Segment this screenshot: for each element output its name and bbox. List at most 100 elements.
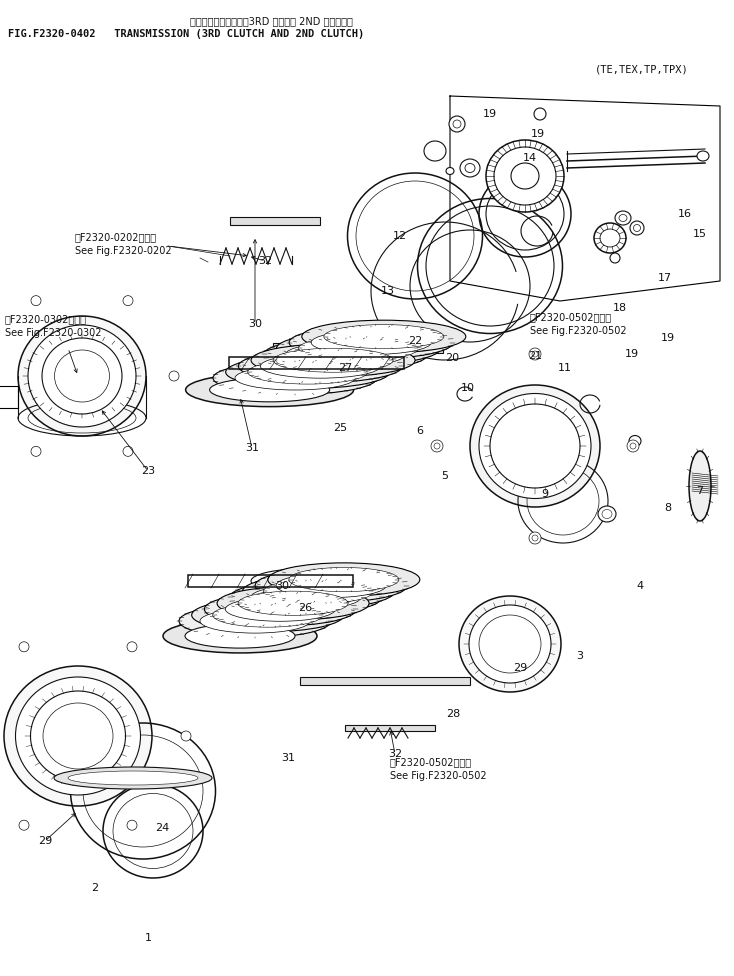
Text: 16: 16 [678,209,692,219]
Ellipse shape [186,373,354,407]
Ellipse shape [277,332,440,365]
Bar [300,677,470,685]
Ellipse shape [18,316,146,436]
Text: 17: 17 [658,273,672,283]
Ellipse shape [200,609,310,633]
Ellipse shape [43,703,113,769]
Text: 21: 21 [528,351,542,361]
Ellipse shape [264,580,374,603]
Ellipse shape [213,603,323,628]
Text: 1: 1 [145,933,151,943]
Ellipse shape [251,586,360,609]
Text: 4: 4 [636,581,644,591]
Text: 31: 31 [281,753,295,763]
Text: (TE,TEX,TP,TPX): (TE,TEX,TP,TPX) [595,64,688,74]
Ellipse shape [289,326,453,359]
Text: 22: 22 [408,336,422,346]
Text: 7: 7 [697,486,704,496]
Text: 第F2320-0202図参照
See Fig.F2320-0202: 第F2320-0202図参照 See Fig.F2320-0202 [75,232,172,256]
Circle shape [610,253,620,263]
Circle shape [449,116,465,132]
Ellipse shape [311,331,431,354]
Ellipse shape [54,767,212,789]
Circle shape [19,820,29,831]
Text: 9: 9 [542,489,548,499]
Bar [230,217,320,225]
Circle shape [19,642,29,652]
Bar [274,344,443,353]
Text: 25: 25 [333,423,347,433]
Ellipse shape [31,691,126,781]
Ellipse shape [42,338,122,414]
Text: 10: 10 [461,383,475,393]
Ellipse shape [179,604,331,637]
Text: 6: 6 [416,426,424,436]
Circle shape [627,440,639,452]
Ellipse shape [264,338,428,371]
Ellipse shape [261,354,380,378]
Text: 20: 20 [445,353,459,363]
Circle shape [31,296,41,305]
Ellipse shape [460,159,480,177]
Ellipse shape [268,563,420,596]
Ellipse shape [459,596,561,692]
Circle shape [169,371,179,381]
Bar [229,357,404,369]
Circle shape [529,348,541,360]
Text: 29: 29 [38,836,52,846]
Text: 15: 15 [693,229,707,239]
Circle shape [127,820,137,831]
Ellipse shape [598,506,616,522]
Ellipse shape [288,567,399,591]
Circle shape [434,443,440,449]
Text: 18: 18 [613,303,627,313]
Text: 32: 32 [388,749,402,759]
Ellipse shape [511,163,539,189]
Ellipse shape [479,615,541,673]
Ellipse shape [465,164,475,173]
Text: 23: 23 [141,466,155,476]
Text: 第F2320-0502図参照
See Fig.F2320-0502: 第F2320-0502図参照 See Fig.F2320-0502 [390,757,487,781]
Ellipse shape [213,361,377,394]
Circle shape [630,443,636,449]
Ellipse shape [192,598,344,631]
Text: FIG.F2320-0402   TRANSMISSION (3RD CLUTCH AND 2ND CLUTCH): FIG.F2320-0402 TRANSMISSION (3RD CLUTCH … [8,29,364,39]
Ellipse shape [28,325,136,427]
Text: 12: 12 [393,231,407,241]
Ellipse shape [600,229,620,247]
Text: 30: 30 [248,319,262,329]
Ellipse shape [299,337,418,360]
Circle shape [181,731,191,741]
Ellipse shape [230,581,382,614]
Circle shape [532,535,538,541]
Ellipse shape [324,325,444,348]
Ellipse shape [602,509,612,518]
Ellipse shape [210,378,330,402]
Text: 2: 2 [92,883,98,893]
Ellipse shape [273,348,393,372]
Ellipse shape [446,168,454,175]
Ellipse shape [594,223,626,253]
Ellipse shape [225,355,390,388]
Text: 27: 27 [338,363,352,373]
Ellipse shape [697,151,709,161]
Ellipse shape [54,350,109,402]
Ellipse shape [490,404,580,488]
Text: 19: 19 [625,349,639,359]
Text: 第F2320-0502図参照
See Fig.F2320-0502: 第F2320-0502図参照 See Fig.F2320-0502 [530,312,627,336]
Ellipse shape [251,344,415,377]
Circle shape [127,642,137,652]
Ellipse shape [619,215,627,222]
Text: トランスミッション（3RD オヨビ． 2ND クラッチ）: トランスミッション（3RD オヨビ． 2ND クラッチ） [190,16,353,26]
Circle shape [630,221,644,235]
Ellipse shape [242,575,394,608]
Circle shape [534,108,546,120]
Text: 26: 26 [298,603,312,613]
Ellipse shape [163,619,317,653]
Circle shape [532,351,538,357]
Ellipse shape [239,349,402,383]
Ellipse shape [217,587,369,620]
Text: 29: 29 [513,663,527,673]
Ellipse shape [479,393,591,499]
Ellipse shape [486,140,564,212]
